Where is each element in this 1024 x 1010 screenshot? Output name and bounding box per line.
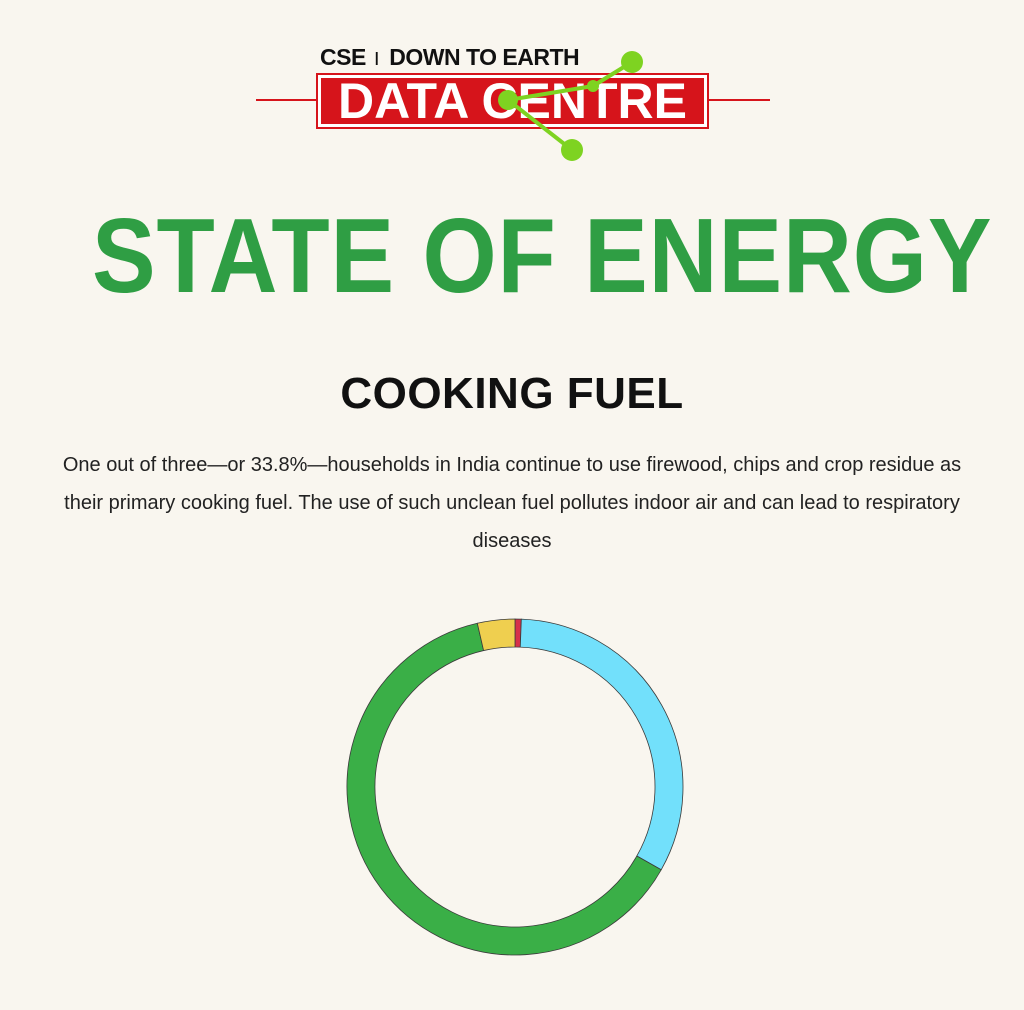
section-description: One out of three—or 33.8%—households in … xyxy=(62,454,962,552)
donut-slice-4 xyxy=(476,618,516,652)
page-title: STATE OF ENERGY xyxy=(92,197,993,315)
donut-slice-2 xyxy=(519,618,684,871)
logo-separator: | xyxy=(373,49,380,65)
logo-cse-text: CSE xyxy=(320,44,366,70)
donut-slice-3 xyxy=(346,622,662,956)
logo-publisher-text: CSE | DOWN TO EARTH xyxy=(320,44,580,71)
section-title: COOKING FUEL xyxy=(340,369,684,418)
logo-data-centre-text: DATA CENTRE xyxy=(337,73,688,129)
logo-down-to-earth-text: DOWN TO EARTH xyxy=(389,44,580,70)
cooking-fuel-donut-chart xyxy=(346,618,684,956)
